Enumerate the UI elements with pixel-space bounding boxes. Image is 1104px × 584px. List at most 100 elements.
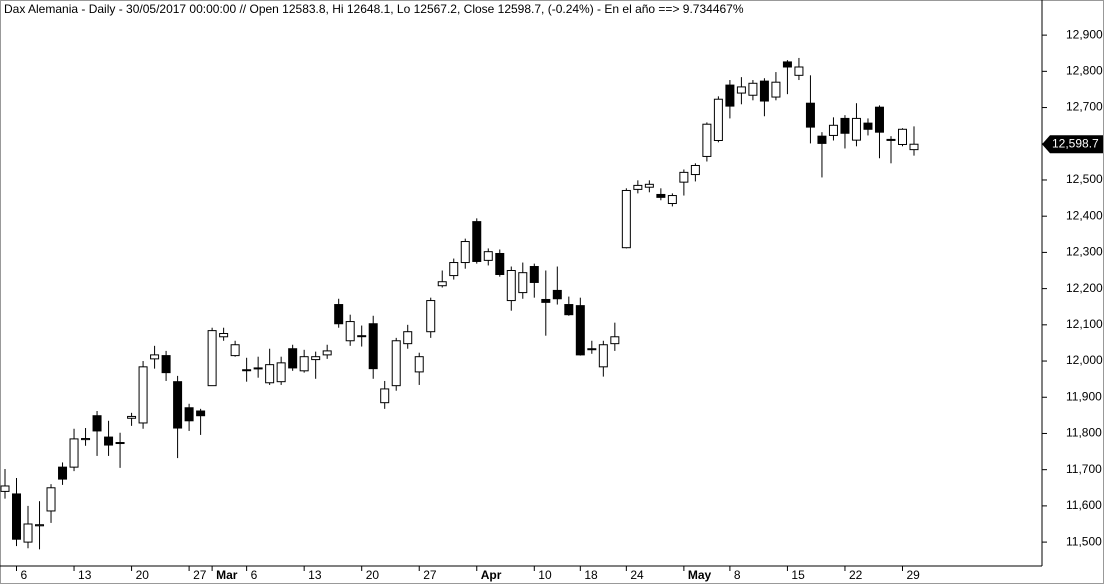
candle-body (897, 128, 907, 145)
candle-body (265, 364, 275, 384)
x-tick-label: May (688, 568, 712, 582)
y-tick-label: 12,100 (1066, 317, 1103, 331)
x-tick-label: 6 (251, 568, 258, 582)
candle-body (92, 415, 102, 432)
candle-body (276, 362, 286, 383)
candle-body (138, 366, 148, 424)
candle-body (69, 438, 79, 468)
candle-body (759, 80, 769, 102)
x-tick-label: 18 (584, 568, 598, 582)
y-tick-label: 11,600 (1066, 498, 1102, 512)
x-tick-label: 15 (791, 568, 805, 582)
candle-body (357, 335, 367, 338)
candle-body (621, 189, 631, 249)
candle-body (403, 331, 413, 345)
last-price-marker (1042, 135, 1103, 154)
candle-body (633, 184, 643, 190)
candle-body (161, 355, 171, 374)
candle-body (828, 124, 838, 136)
candle-body (299, 356, 309, 372)
x-tick-label: 13 (78, 568, 92, 582)
candle-body (713, 98, 723, 142)
candle-body (794, 66, 804, 76)
x-tick-label: 24 (630, 568, 644, 582)
x-tick-label: 20 (136, 568, 150, 582)
candle-body (460, 241, 470, 264)
candle-body (690, 164, 700, 176)
candle-body (529, 266, 539, 283)
candle-body (242, 369, 252, 372)
candle-body (587, 348, 597, 351)
y-tick-label: 12,200 (1066, 281, 1103, 295)
y-tick-label: 12,400 (1066, 208, 1103, 222)
x-tick-label: 8 (734, 568, 741, 582)
x-tick-label: 22 (849, 568, 863, 582)
candle-body (391, 340, 401, 387)
x-tick-label: 27 (423, 568, 437, 582)
candle-body (115, 442, 125, 445)
candle-body (334, 304, 344, 325)
y-tick-label: 12,800 (1066, 64, 1103, 78)
candle-body (414, 356, 424, 373)
x-tick-label: 27 (193, 568, 207, 582)
candle-body (483, 251, 493, 261)
candle-body (127, 415, 137, 419)
candle-body (219, 333, 229, 338)
candle-body (380, 388, 390, 404)
candle-body (58, 466, 68, 480)
chart-title: Dax Alemania - Daily - 30/05/2017 00:00:… (4, 2, 744, 16)
candle-body (564, 304, 574, 316)
candle-body (851, 117, 861, 141)
candle-body (472, 221, 482, 262)
candle-body (886, 138, 896, 141)
candle-body (46, 487, 56, 512)
x-tick-label: 20 (366, 568, 380, 582)
candle-body (12, 493, 22, 540)
y-tick-label: 12,000 (1066, 353, 1103, 367)
candle-body (541, 298, 551, 303)
candle-body (840, 117, 850, 134)
x-tick-label: 13 (308, 568, 322, 582)
candle-body (782, 61, 792, 68)
x-tick-label: Apr (481, 568, 502, 582)
candle-body (644, 183, 654, 188)
candle-body (81, 438, 91, 441)
candle-body (311, 356, 321, 361)
candle-body (196, 410, 206, 417)
x-tick-label: 29 (906, 568, 920, 582)
x-tick-label: 10 (538, 568, 552, 582)
candle-body (748, 82, 758, 96)
y-tick-label: 12,300 (1066, 245, 1103, 259)
candle-body (771, 81, 781, 98)
candle-body (345, 321, 355, 342)
candle-body (288, 348, 298, 369)
candle-body (863, 122, 873, 130)
candle-body (506, 270, 516, 302)
candle-body (449, 262, 459, 277)
candle-body (679, 171, 689, 183)
candle-body (817, 135, 827, 144)
candle-body (805, 102, 815, 128)
candle-body (207, 330, 217, 387)
candle-body (35, 524, 45, 527)
candle-body (230, 344, 240, 357)
x-tick-label: Mar (216, 568, 238, 582)
candle-body (610, 336, 620, 345)
candle-body (702, 123, 712, 157)
candle-body (437, 281, 447, 287)
last-price-label: 12,598.7 (1052, 136, 1099, 150)
candle-body (253, 367, 263, 370)
candle-body (874, 106, 884, 133)
candle-body (518, 272, 528, 294)
candle-body (0, 485, 10, 492)
y-tick-label: 12,500 (1066, 172, 1103, 186)
candle-body (667, 195, 677, 205)
candle-body (23, 523, 33, 543)
candle-body (322, 350, 332, 356)
candle-body (598, 344, 608, 368)
candle-body (725, 84, 735, 107)
candle-body (368, 323, 378, 370)
candle-body (173, 381, 183, 429)
y-tick-label: 12,700 (1066, 100, 1103, 114)
